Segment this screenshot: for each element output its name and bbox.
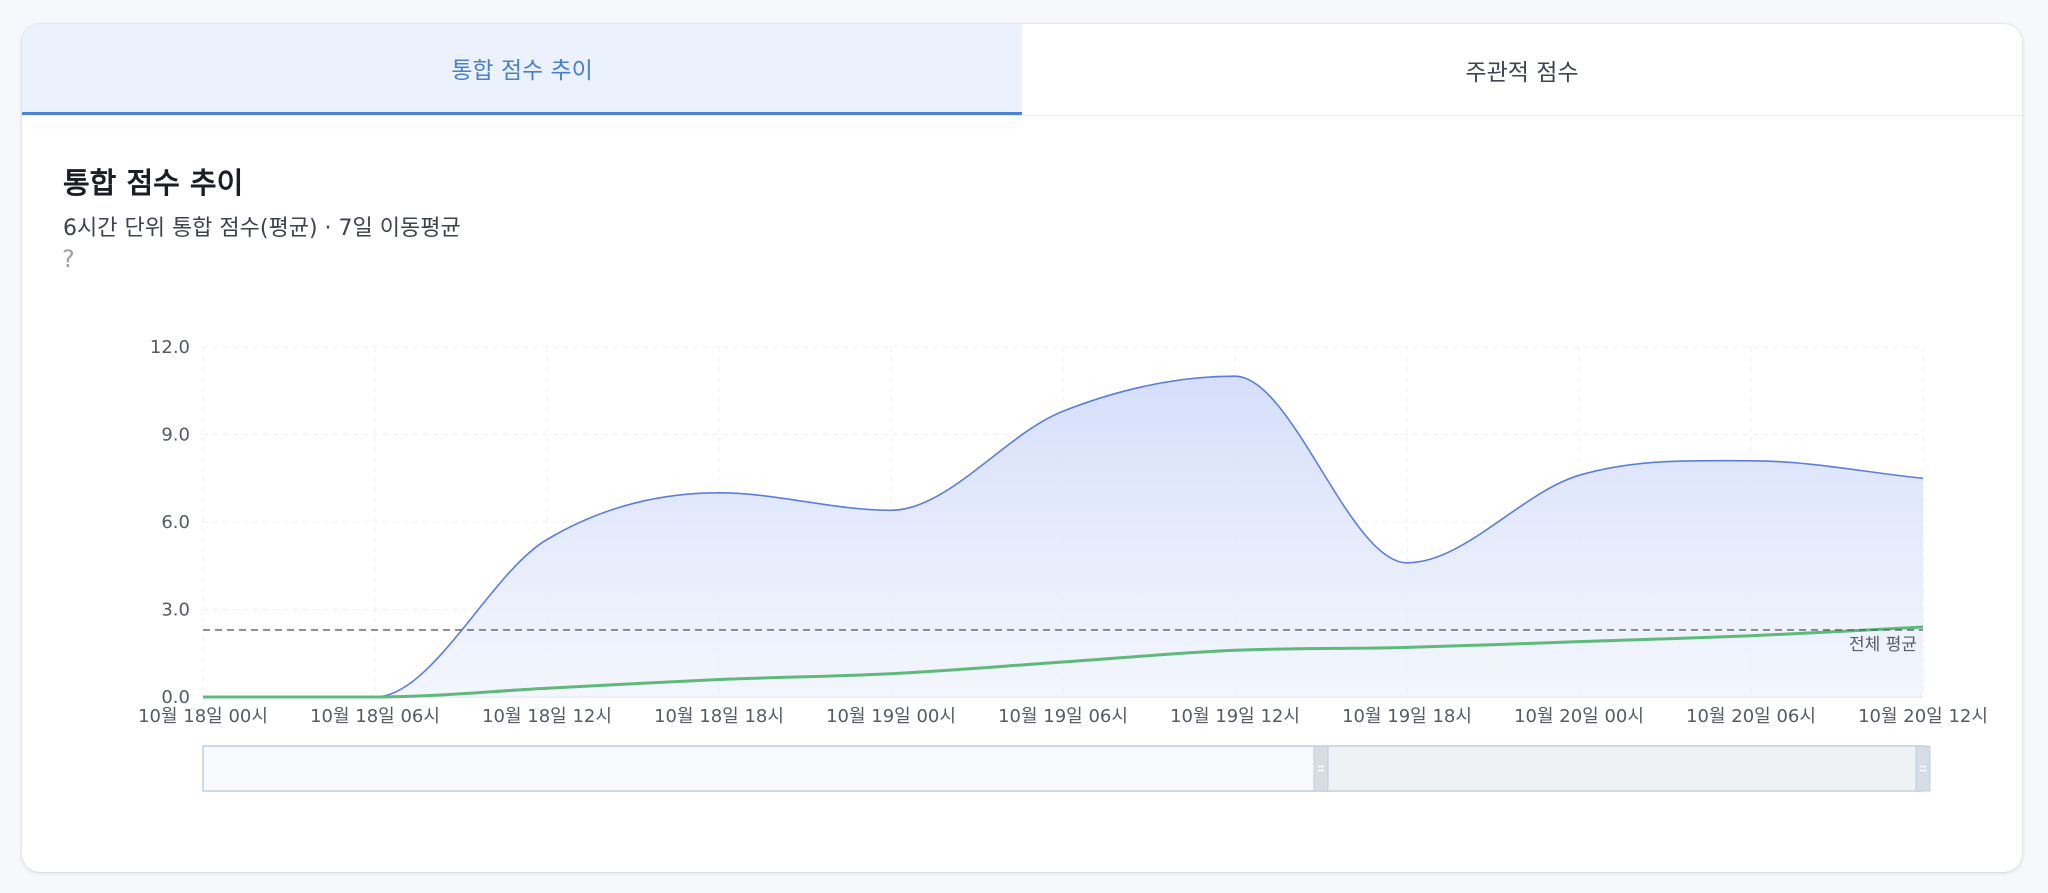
chart-title: 통합 점수 추이 [63, 166, 244, 200]
chart-subtitle: 6시간 단위 통합 점수(평균) · 7일 이동평균 [63, 216, 461, 241]
x-tick-label: 10월 19일 12시 [1170, 706, 1300, 727]
x-tick-label: 10월 20일 12시 [1858, 706, 1988, 727]
series-score-area [203, 376, 1923, 697]
x-tick-label: 10월 18일 00시 [138, 706, 268, 727]
y-tick-label: 0.0 [161, 687, 190, 708]
x-tick-label: 10월 20일 06시 [1686, 706, 1816, 727]
x-tick-label: 10월 19일 06시 [998, 706, 1128, 727]
x-tick-label: 10월 19일 00시 [826, 706, 956, 727]
reference-layer: 전체 평균 [203, 629, 1923, 655]
series-moving-average-line [202, 625, 1924, 699]
average-reference-label: 전체 평균 [1849, 635, 1917, 655]
x-tick-label: 10월 19일 18시 [1342, 706, 1472, 727]
chart-card: 통합 점수 추이 주관적 점수 통합 점수 추이 6시간 단위 통합 점수(평균… [22, 24, 2022, 872]
x-tick-label: 10월 18일 06시 [310, 706, 440, 727]
x-tick-label: 10월 20일 00시 [1514, 706, 1644, 727]
y-tick-label: 9.0 [161, 425, 190, 446]
line-layer [202, 375, 1924, 699]
series-score-line [202, 375, 1924, 698]
axis-layer: 0.0 3.0 6.0 9.0 12.0 10월 18일 00시 10월 18일 06시 10… [138, 337, 1988, 727]
area-layer [203, 376, 1923, 697]
x-tick-label: 10월 18일 18시 [654, 706, 784, 727]
help-icon[interactable]: ? [62, 245, 75, 273]
slider-handle-end[interactable] [1915, 745, 1931, 792]
tab-subjective-score[interactable]: 주관적 점수 [1465, 59, 1579, 86]
y-tick-label: 12.0 [150, 337, 190, 358]
zoom-slider[interactable] [202, 745, 1931, 792]
x-tick-label: 10월 18일 12시 [482, 706, 612, 727]
y-tick-label: 3.0 [161, 600, 190, 621]
slider-handle-start[interactable] [1313, 745, 1329, 792]
tab-bar: 통합 점수 추이 주관적 점수 [22, 24, 2022, 116]
slider-handle-body[interactable] [1915, 745, 1931, 792]
slider-handle-body[interactable] [1313, 745, 1329, 792]
slider-unselected-area [1321, 746, 1923, 791]
tab-combined-score[interactable]: 통합 점수 추이 [22, 24, 1022, 115]
y-tick-label: 6.0 [161, 512, 190, 533]
